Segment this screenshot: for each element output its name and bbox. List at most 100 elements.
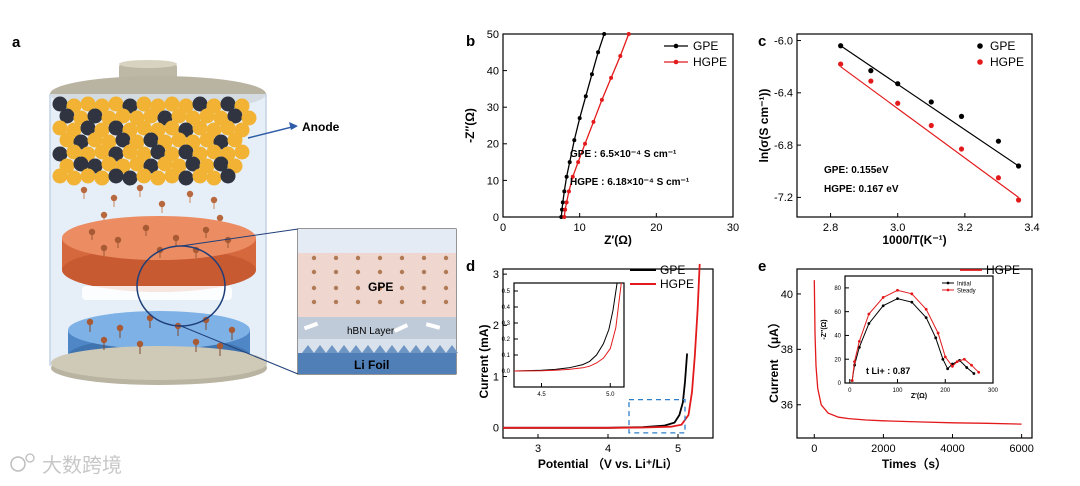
anode-sphere	[220, 168, 236, 184]
ion	[80, 186, 88, 194]
anode-sphere	[52, 120, 68, 136]
ion	[210, 196, 218, 204]
inset-point-steady	[867, 312, 871, 316]
dendrite	[410, 345, 422, 353]
x-tick-label: 4000	[940, 443, 964, 455]
inset-point-steady	[977, 370, 981, 374]
anode-sphere	[192, 168, 208, 184]
dendrite	[326, 345, 338, 353]
fit-line-hgpe	[840, 66, 1019, 198]
anode-sphere	[80, 168, 96, 184]
ion	[136, 184, 144, 192]
anode-sphere	[80, 120, 96, 136]
gpe-ion-dot	[311, 255, 317, 261]
data-point-hgpe	[868, 78, 874, 84]
inset-point-steady	[962, 357, 966, 361]
anode-sphere	[192, 96, 208, 112]
gpe-ion-dot	[333, 255, 339, 261]
ion	[116, 324, 124, 332]
inset-legend-marker	[946, 281, 950, 285]
x-tick-label: 3.0	[890, 222, 905, 234]
data-point-hgpe	[626, 32, 631, 36]
inset-legend-label: Steady	[957, 289, 976, 295]
panel-e-letter: e	[758, 258, 766, 275]
anode-sphere	[136, 120, 152, 136]
anode-sphere	[227, 132, 243, 148]
gpe-ion-dot	[333, 299, 339, 305]
y-tick-label: 0.3	[502, 321, 511, 327]
legend-marker	[977, 43, 983, 49]
gpe-ion-dot	[355, 255, 361, 261]
y-tick-label: 0	[838, 381, 842, 387]
anode-sphere	[73, 156, 89, 172]
y-tick-label: 50	[487, 29, 499, 41]
inset-point-steady	[910, 292, 914, 296]
y-tick-label: 40	[781, 289, 793, 301]
legend-label: HGPE	[660, 277, 694, 291]
data-point-hgpe	[562, 215, 567, 219]
y-tick-label: 40	[487, 65, 499, 77]
anode-sphere	[234, 144, 250, 160]
inset-point-initial	[934, 336, 938, 340]
ion	[228, 326, 236, 334]
data-point-hgpe	[958, 146, 965, 152]
zoom-box: GPE hBN Layer Li Foil	[297, 228, 458, 375]
gpe-ion-dot	[421, 285, 427, 291]
legend-label: GPE	[660, 263, 685, 277]
dendrite	[338, 345, 350, 353]
inset-point-initial	[910, 300, 914, 304]
panel-a: a Anode	[10, 34, 458, 477]
anode-sphere	[108, 96, 124, 112]
dendrite	[386, 345, 398, 353]
x-axis-title: 1000/T(K⁻¹)	[882, 233, 946, 247]
hbn-flakes	[303, 321, 441, 333]
inset-background	[514, 283, 624, 387]
li-foil-dendrites	[302, 345, 458, 353]
anode-sphere	[87, 132, 103, 148]
x-tick-label: 30	[727, 222, 739, 234]
anode-sphere	[122, 144, 138, 160]
gpe-layer-label: GPE	[368, 280, 393, 294]
data-point-hgpe	[928, 122, 934, 129]
gpe-ion-dot	[443, 255, 449, 261]
data-point-gpe	[560, 207, 565, 212]
anode-sphere	[94, 144, 110, 160]
panel-a-letter: a	[12, 34, 21, 51]
gpe-ion-dot	[399, 269, 405, 275]
panel-c-letter: c	[758, 33, 766, 50]
plot-frame	[844, 275, 994, 384]
anode-sphere	[94, 170, 110, 186]
conductivity-annotation: HGPE : 6.18×10⁻⁴ S cm⁻¹	[570, 177, 690, 188]
anode-sphere	[52, 96, 68, 112]
anode-sphere	[164, 96, 180, 112]
legend-label: HGPE	[990, 55, 1024, 69]
gpe-ion-dot	[377, 299, 383, 305]
data-point-gpe	[602, 32, 607, 36]
anode-sphere	[59, 108, 75, 124]
anode-spheres	[52, 96, 257, 186]
battery-cap-top	[119, 60, 177, 68]
y-axis-title: Current （μA）	[766, 316, 781, 403]
x-tick-label: 300	[988, 388, 999, 394]
anode-sphere	[227, 108, 243, 124]
gpe-ion-dot	[377, 255, 383, 261]
anode-sphere	[108, 120, 124, 136]
y-tick-label: -6.4	[774, 88, 793, 100]
anode-sphere	[66, 170, 82, 186]
ion	[216, 214, 224, 222]
li-foil-label: Li Foil	[354, 358, 389, 372]
data-point-hgpe	[618, 53, 623, 58]
anode-sphere	[178, 144, 194, 160]
battery-base-top	[51, 346, 267, 380]
gpe-ion-dot	[311, 269, 317, 275]
inset-point-initial	[972, 372, 976, 375]
dendrite	[362, 345, 374, 353]
gpe-ion-dot	[399, 255, 405, 261]
ion	[158, 200, 166, 208]
anode-sphere	[122, 170, 138, 186]
inset-point-steady	[853, 360, 856, 363]
inset-line-hgpe	[513, 282, 622, 372]
x-tick-label: 4.5	[537, 392, 546, 398]
dendrite	[302, 345, 314, 353]
